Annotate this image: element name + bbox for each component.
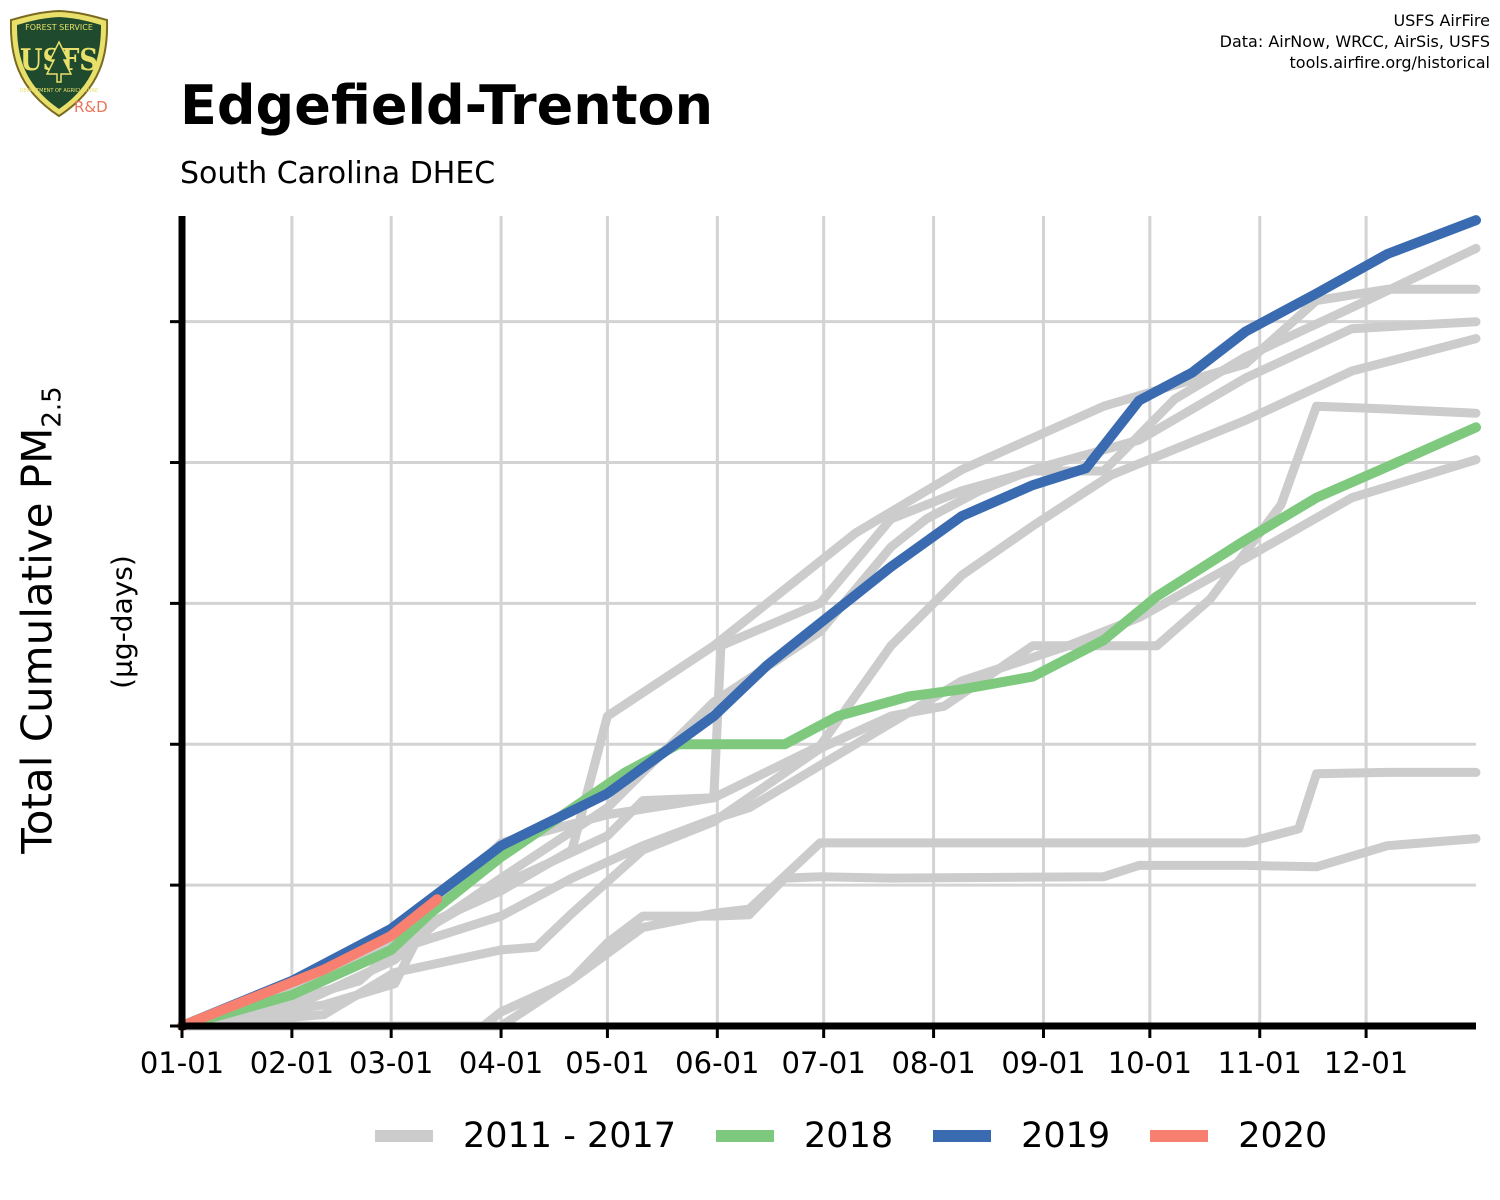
legend-label: 2018 <box>804 1116 894 1156</box>
series-line-2011-2017 <box>177 317 1481 1031</box>
x-tick-label: 02-01 <box>250 1046 334 1080</box>
logo-rd-tag: R&D <box>74 98 108 116</box>
legend-swatch-2018 <box>716 1130 775 1142</box>
series-line-2011-2017 <box>177 401 1481 1031</box>
tree-icon <box>45 40 73 83</box>
legend-item: 2018 <box>716 1116 893 1156</box>
usfs-shield-logo: FOREST SERVICE USFS DEPARTMENT OF AGRICU… <box>9 9 109 118</box>
legend-item: 2011 - 2017 <box>375 1116 676 1156</box>
x-tick-label: 07-01 <box>782 1046 866 1080</box>
legend-label: 2019 <box>1021 1116 1111 1156</box>
chart-subtitle: South Carolina DHEC <box>180 156 496 191</box>
x-tick-label: 10-01 <box>1108 1046 1192 1080</box>
credit-line: USFS AirFire <box>1393 11 1490 30</box>
cumulative-pm25-chart: 01-01 02-01 03-01 04-01 05-01 06-01 07-01 08-01… <box>140 215 1481 1080</box>
series-line-2011-2017 <box>177 834 1481 1031</box>
series-line-2011-2017 <box>177 334 1481 1031</box>
chart-title: Edgefield-Trenton <box>180 74 714 137</box>
axis-layer: 01-01 02-01 03-01 04-01 05-01 06-01 07-01 08-01… <box>140 216 1476 1080</box>
series-line-2018 <box>177 422 1481 1031</box>
series-line-2011-2017 <box>177 767 1481 1031</box>
x-tick-label: 09-01 <box>1001 1046 1085 1080</box>
x-tick-label: 05-01 <box>565 1046 649 1080</box>
legend-item: 2019 <box>933 1116 1110 1156</box>
logo-top-text: FOREST SERVICE <box>25 23 93 32</box>
legend-item: 2020 <box>1150 1116 1327 1156</box>
x-tick-label: 01-01 <box>140 1046 224 1080</box>
credit-line: tools.airfire.org/historical <box>1289 53 1490 72</box>
x-tick-label: 03-01 <box>349 1046 433 1080</box>
x-tick-label: 12-01 <box>1324 1046 1408 1080</box>
legend-label: 2020 <box>1238 1116 1328 1156</box>
x-tick-label: 11-01 <box>1218 1046 1302 1080</box>
series-line-2020 <box>177 894 443 1031</box>
series-line-2019 <box>177 215 1481 1031</box>
legend-swatch-2011-2017 <box>375 1130 433 1142</box>
logo-bottom-text: DEPARTMENT OF AGRICULTURE <box>20 88 98 94</box>
legend-label: 2011 - 2017 <box>463 1116 677 1156</box>
series-line-2011-2017 <box>177 455 1481 1031</box>
legend-swatch-2019 <box>933 1130 992 1142</box>
credits: USFS AirFire Data: AirNow, WRCC, AirSis,… <box>1220 10 1490 73</box>
x-tick-label: 06-01 <box>675 1046 759 1080</box>
x-tick-label: 08-01 <box>891 1046 975 1080</box>
legend-swatch-2020 <box>1150 1130 1209 1142</box>
credit-line: Data: AirNow, WRCC, AirSis, USFS <box>1219 32 1490 51</box>
legend: 2011 - 2017 2018 2019 2020 <box>375 1114 1367 1158</box>
series-layer <box>177 215 1481 1031</box>
x-tick-label: 04-01 <box>459 1046 543 1080</box>
